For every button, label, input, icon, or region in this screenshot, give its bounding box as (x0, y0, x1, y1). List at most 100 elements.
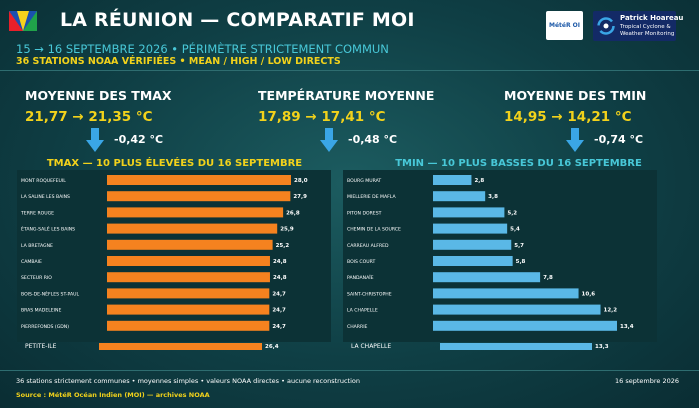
tmin-value-label: 5,8 (516, 259, 526, 265)
footer-note: 36 stations strictement communes • moyen… (16, 377, 360, 385)
tmax-value-label: 25,9 (280, 227, 294, 233)
author-logo: Patrick Hoareau Tropical Cyclone & Weathe… (593, 11, 683, 41)
tmin-bar (433, 272, 541, 283)
tmax-bar (107, 288, 270, 299)
tmax-category-label: PIERREFONDS (GDN) (21, 324, 69, 330)
subtitle: 15 → 16 SEPTEMBRE 2026 • PÉRIMÈTRE STRIC… (16, 42, 389, 56)
tmax-category-label: SECTEUR RIO (21, 275, 52, 281)
tmax-category-label: TERRE ROUGE (20, 210, 54, 216)
tmax-value-label: 24,7 (272, 324, 286, 330)
subtitle-stations: 36 STATIONS NOAA VÉRIFIÉES • MEAN / HIGH… (16, 56, 341, 67)
tmin-bar (433, 223, 508, 234)
tmax-bar-chart: MONT ROQUEFEUIL 28,0 LA SALINE LES BAINS 27… (20, 175, 308, 331)
tmin-extra-label: LA CHAPELLE (351, 343, 391, 350)
tmax-value-label: 27,9 (293, 194, 307, 200)
tmin-value-label: 10,6 (582, 291, 596, 297)
author-name: Patrick Hoareau (620, 14, 684, 22)
author-tagline: Tropical Cyclone & Weather Monitoring (620, 24, 675, 37)
tmin-extra-bar (440, 343, 592, 350)
kpi-tmax-delta: -0,42 °C (114, 133, 164, 146)
tmin-bar (433, 288, 579, 299)
kpi-tmin-heading: MOYENNE DES TMIN (504, 88, 647, 103)
down-arrow-icon (566, 128, 584, 152)
tmin-bar (433, 320, 617, 331)
tmin-category-label: CARREAU ALFRED (347, 243, 389, 249)
tmin-category-label: SAINT-CHRISTOPHE (347, 291, 392, 297)
tmin-extra-row: LA CHAPELLE 13,3 (351, 343, 609, 350)
tmax-bar (107, 207, 284, 218)
kpi-tmean-heading: TEMPÉRATURE MOYENNE (258, 88, 435, 103)
tmin-chart-panel: BOURG MURAT 2,8 MIELLERIE DE MAFLA 3,8 PITON… (343, 170, 657, 342)
tmax-value-label: 24,7 (272, 308, 286, 314)
tmax-bar (107, 191, 291, 202)
tmax-chart-title: TMAX — 10 PLUS ÉLEVÉES DU 16 SEPTEMBRE (46, 158, 303, 169)
tmin-value-label: 5,7 (514, 243, 524, 249)
tmax-category-label: BRAS MADELEINE (21, 308, 61, 314)
tmax-value-label: 24,8 (273, 275, 287, 281)
tmin-value-label: 3,8 (488, 194, 498, 200)
header-divider (0, 70, 699, 71)
down-arrow-icon (320, 128, 338, 152)
tmin-category-label: BOIS COURT (347, 259, 375, 265)
kpi-tmax-value: 21,77 → 21,35 °C (25, 109, 153, 125)
tmin-bar (433, 207, 505, 218)
tmin-category-label: PITON DOREST (347, 210, 382, 216)
footer-divider (0, 370, 699, 371)
tmin-value-label: 5,2 (507, 210, 517, 216)
tmax-extra-label: PETITE-ILE (25, 343, 57, 350)
tmax-value-label: 26,8 (286, 210, 300, 216)
tmin-extra-value: 13,3 (595, 344, 609, 350)
tmax-bar (107, 304, 270, 315)
tmin-category-label: MIELLERIE DE MAFLA (347, 194, 396, 200)
footer-date: 16 septembre 2026 (615, 377, 679, 385)
tmin-category-label: PANDANAÎE (347, 274, 374, 281)
footer-source: Source : MétéR Océan Indien (MOI) — arch… (16, 391, 210, 399)
kpi-tmin-value: 14,95 → 14,21 °C (504, 109, 632, 125)
tmax-category-label: CAMBAIE (21, 259, 42, 265)
tmax-category-label: MONT ROQUEFEUIL (21, 178, 66, 184)
tmax-bar (107, 272, 270, 283)
cyclone-icon (597, 17, 615, 35)
tmin-category-label: CHARRIE (347, 324, 368, 330)
tmax-value-label: 28,0 (294, 178, 308, 184)
tmin-value-label: 2,8 (474, 178, 484, 184)
meteor-logo: MétéR OI (546, 11, 583, 40)
tmin-bar-chart: BOURG MURAT 2,8 MIELLERIE DE MAFLA 3,8 PITON… (347, 175, 634, 331)
tmax-bar (107, 320, 270, 331)
tmin-bar (433, 304, 601, 315)
kpi-tmin-delta: -0,74 °C (594, 133, 644, 146)
tmax-category-label: BOIS-DE-NÈFLES ST-PAUL (21, 289, 79, 297)
tmax-value-label: 25,2 (276, 243, 290, 249)
tmin-value-label: 12,2 (604, 308, 618, 314)
tmax-bar (107, 256, 270, 266)
tmin-bar (433, 175, 472, 185)
tmax-value-label: 24,7 (272, 291, 286, 297)
tmax-extra-row: PETITE-ILE 26,4 (25, 343, 279, 350)
kpi-tmean-delta: -0,48 °C (348, 133, 398, 146)
tmin-bar (433, 256, 513, 266)
tmax-category-label: ÉTANG-SALÉ LES BAINS (21, 225, 75, 233)
tmin-value-label: 7,8 (543, 275, 553, 281)
meteor-logo-text: MétéR OI (548, 22, 581, 29)
tmax-bar (107, 223, 278, 234)
tmin-bar (433, 239, 512, 250)
tmin-bar (433, 191, 486, 202)
reunion-flag-icon (9, 11, 37, 31)
tmin-value-label: 13,4 (620, 324, 634, 330)
tmin-category-label: LA CHAPELLE (347, 308, 378, 314)
kpi-tmax-heading: MOYENNE DES TMAX (25, 88, 172, 103)
tmin-value-label: 5,4 (510, 227, 520, 233)
tmax-category-label: LA BRETAGNE (21, 243, 53, 249)
tmax-bar (107, 175, 291, 185)
tmin-category-label: BOURG MURAT (347, 178, 381, 184)
tmax-value-label: 24,8 (273, 259, 287, 265)
page-title: LA RÉUNION — COMPARATIF MOI (60, 9, 415, 31)
tmax-category-label: LA SALINE LES BAINS (21, 194, 70, 200)
kpi-tmean-value: 17,89 → 17,41 °C (258, 109, 386, 125)
tmax-bar (107, 239, 273, 250)
down-arrow-icon (86, 128, 104, 152)
tmin-chart-title: TMIN — 10 PLUS BASSES DU 16 SEPTEMBRE (395, 158, 642, 169)
tmax-chart-panel: MONT ROQUEFEUIL 28,0 LA SALINE LES BAINS 27… (17, 170, 331, 342)
tmin-category-label: CHEMIN DE LA SOURCE (347, 227, 401, 233)
tmax-extra-bar (99, 343, 262, 350)
